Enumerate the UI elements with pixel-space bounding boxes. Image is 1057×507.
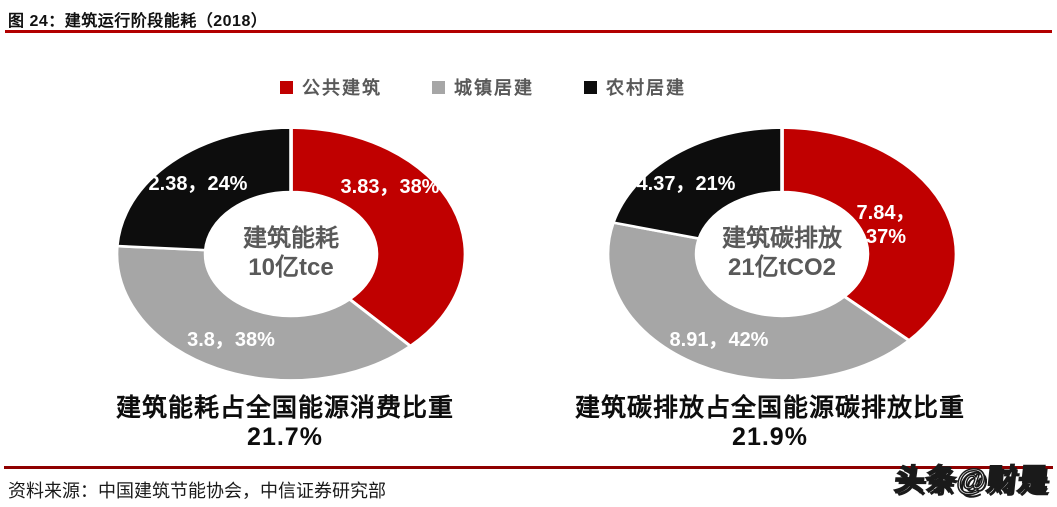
energy-slice-urban-residential [114,244,413,382]
energy-center-line2: 10亿tce [248,254,334,281]
figure-title: 图 24：建筑运行阶段能耗（2018） [8,13,268,30]
carbon-slice-urban-residential [605,221,911,382]
carbon-center-line2: 21亿tCO2 [727,254,837,281]
legend-item-urban: 城镇居建 [432,74,534,100]
legend-label-urban: 城镇居建 [454,78,534,98]
chart-legend: 公共建筑 城镇居建 农村居建 [280,74,686,100]
legend-item-rural: 农村居建 [584,74,686,100]
legend-swatch-rural-icon [584,80,597,94]
carbon-slice-label-urban: 8.91，42% [669,329,769,351]
carbon-caption-line2: 21.9% [732,423,808,451]
energy-donut-center-label: 建筑能耗 10亿tce [243,224,339,282]
carbon-slice-public-buildings [780,126,959,342]
carbon-public-line1: 7.84， [856,202,916,224]
carbon-public-line2: 37% [865,226,907,248]
chart-caption-carbon: 建筑碳排放占全国能源碳排放比重 21.9% [520,394,1020,452]
carbon-donut-chart [605,126,959,382]
chart-caption-energy: 建筑能耗占全国能源消费比重 21.7% [35,394,535,452]
legend-swatch-public-icon [280,80,293,94]
watermark: 头条@财是 [892,463,1051,498]
legend-item-public: 公共建筑 [280,74,382,100]
energy-slice-public-buildings [289,126,468,348]
carbon-slice-rural-residential [611,126,784,240]
energy-slice-label-urban: 3.8，38% [187,329,275,351]
energy-slice-label-rural: 2.38，24% [148,173,248,195]
carbon-donut-center-label: 建筑碳排放 21亿tCO2 [722,224,842,282]
energy-center-line1: 建筑能耗 [243,225,339,252]
legend-label-rural: 农村居建 [606,78,686,98]
legend-label-public: 公共建筑 [302,78,382,98]
title-rule [5,30,1052,33]
source-note: 资料来源：中国建筑节能协会，中信证券研究部 [8,481,386,501]
carbon-slice-label-public: 7.84， 37% [857,201,916,249]
legend-swatch-urban-icon [432,80,445,94]
carbon-caption-line1: 建筑碳排放占全国能源碳排放比重 [574,394,965,422]
energy-donut-chart [114,126,468,382]
energy-caption-line2: 21.7% [247,423,323,451]
energy-slice-rural-residential [115,126,293,252]
energy-caption-line1: 建筑能耗占全国能源消费比重 [115,394,454,422]
carbon-center-line1: 建筑碳排放 [722,225,842,252]
energy-slice-label-public: 3.83，38% [340,176,440,198]
bottom-rule [4,466,1053,469]
carbon-slice-label-rural: 4.37，21% [636,173,736,195]
